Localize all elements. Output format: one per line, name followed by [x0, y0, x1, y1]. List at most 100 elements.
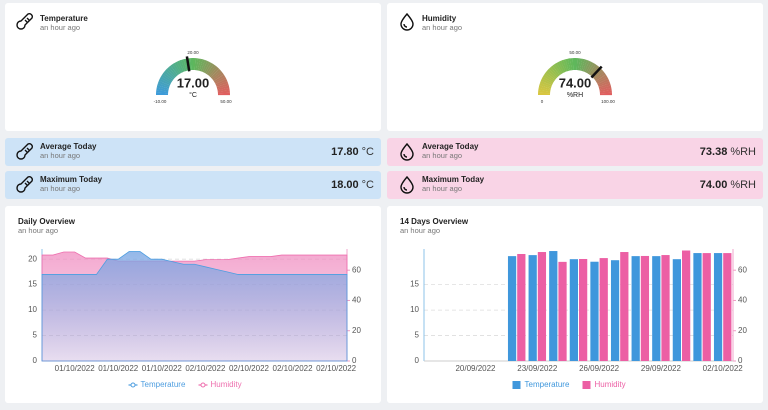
- gauge-arc: [157, 82, 170, 89]
- x-tick-label: 20/09/2022: [455, 364, 496, 373]
- stat-time: an hour ago: [422, 184, 462, 193]
- x-tick-label: 02/10/2022: [273, 364, 314, 373]
- gauge-arc: [202, 60, 210, 73]
- gauge-needle: [185, 56, 191, 72]
- gauge-arc: [168, 65, 178, 77]
- gauge-arc: [540, 78, 553, 86]
- chart-subtitle: an hour ago: [400, 226, 440, 235]
- gauge-arc: [204, 61, 212, 74]
- bar: [517, 253, 526, 361]
- stat-value: 18.00: [331, 179, 359, 191]
- gauge-arc: [166, 67, 177, 78]
- bar: [558, 261, 567, 361]
- gauge-arc: [539, 82, 552, 89]
- gauge-arc: [538, 87, 551, 92]
- stat-title: Average Today: [40, 142, 97, 151]
- stat-unit: %RH: [730, 146, 756, 158]
- gauge-arc: [165, 68, 176, 79]
- y-tick-label: 0: [415, 356, 420, 365]
- legend-label: Humidity: [211, 380, 242, 389]
- chart-title: 14 Days Overview: [400, 217, 469, 226]
- gauge-arc: [211, 70, 223, 80]
- gauge-arc: [595, 74, 608, 83]
- gauge-arc: [599, 92, 612, 96]
- chart-subtitle: an hour ago: [18, 226, 58, 235]
- gauge-arc: [215, 78, 228, 86]
- gauge-arc: [194, 58, 198, 71]
- x-tick-label: 01/10/2022: [98, 364, 139, 373]
- bar: [507, 256, 517, 361]
- stat-title: Maximum Today: [40, 175, 103, 184]
- bar: [723, 253, 732, 361]
- x-tick-label: 01/10/2022: [55, 364, 96, 373]
- gauge-arc: [554, 62, 563, 75]
- gauge-arc: [599, 90, 612, 94]
- bar: [682, 250, 691, 361]
- bar: [610, 260, 620, 361]
- gauge-arc: [547, 68, 558, 79]
- gauge-time: an hour ago: [422, 23, 462, 32]
- gauge-arc: [539, 80, 552, 87]
- y-tick-label: 10: [410, 305, 419, 314]
- bar: [713, 253, 723, 361]
- gauge-arc: [594, 72, 606, 82]
- bar: [620, 252, 629, 361]
- gauge-arc: [209, 67, 220, 78]
- bar: [579, 258, 588, 361]
- y-tick-label: 0: [33, 356, 38, 365]
- y-tick-label: 5: [415, 331, 420, 340]
- bar: [672, 259, 681, 361]
- gauge-arc: [597, 78, 610, 86]
- y-tick-label: 5: [33, 331, 38, 340]
- y-tick-label: 10: [28, 305, 37, 314]
- gauge-arc: [156, 90, 169, 94]
- gauge-arc: [156, 85, 169, 91]
- stat-unit: %RH: [730, 179, 756, 191]
- gauge-arc: [217, 92, 230, 96]
- bar: [652, 256, 661, 361]
- gauge-arc: [162, 72, 174, 82]
- stat-value: 73.38: [700, 146, 728, 158]
- gauge-tick-label: 20.00: [187, 50, 199, 55]
- gauge-arc: [592, 68, 603, 79]
- gauge-arc: [570, 58, 574, 71]
- stat-unit: °C: [362, 179, 374, 191]
- gauge-arc: [183, 58, 189, 71]
- gauge-arc: [579, 58, 585, 71]
- gauge-arc: [563, 59, 569, 72]
- stat-card: [5, 171, 381, 199]
- gauge-arc: [586, 61, 594, 74]
- gauge-arc: [176, 60, 184, 73]
- gauge-needle: [590, 65, 603, 79]
- gauge-arc: [583, 59, 590, 72]
- x-tick-label: 29/09/2022: [641, 364, 682, 373]
- thermometer-icon: [16, 143, 33, 160]
- gauge-arc: [578, 58, 583, 71]
- stat-time: an hour ago: [40, 184, 80, 193]
- x-tick-label: 23/09/2022: [517, 364, 558, 373]
- gauge-arc: [548, 67, 559, 78]
- gauge-arc: [545, 70, 557, 80]
- gauge-tick-label: -10.00: [154, 99, 167, 104]
- gauge-arc: [588, 64, 598, 76]
- gauge-arc: [163, 70, 175, 80]
- gauge-arc: [542, 74, 555, 83]
- gauge-arc: [556, 61, 565, 74]
- gauge-arc: [157, 80, 170, 87]
- gauge-arc: [217, 90, 230, 94]
- gauge-arc: [196, 58, 201, 71]
- gauge-arc: [214, 76, 227, 85]
- stat-time: an hour ago: [422, 151, 462, 160]
- gauge-arc: [181, 59, 187, 72]
- gauge-arc: [172, 62, 181, 75]
- x-tick-label: 01/10/2022: [142, 364, 183, 373]
- bar: [549, 251, 558, 361]
- gauge-arc: [156, 87, 169, 92]
- chart-title: Daily Overview: [18, 217, 76, 226]
- x-tick-label: 02/10/2022: [703, 364, 744, 373]
- gauge-arc: [199, 59, 206, 72]
- stat-card: [5, 138, 381, 166]
- gauge-title: Humidity: [422, 14, 457, 23]
- gauge-arc: [550, 65, 560, 77]
- bar: [640, 255, 650, 361]
